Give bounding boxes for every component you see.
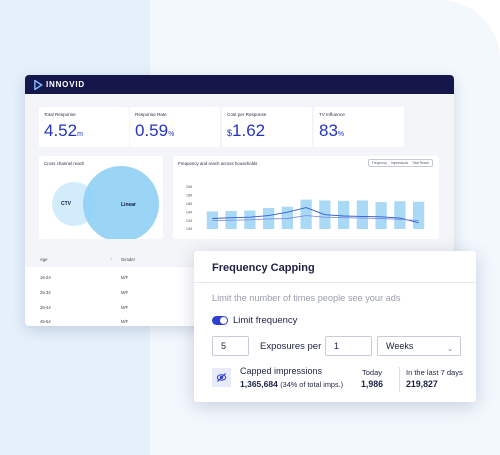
table-cell-gender: M/F — [121, 305, 129, 310]
capped-icon-box — [212, 368, 231, 387]
chevron-down-icon: ⌄ — [447, 346, 453, 353]
kpi-total-response[interactable]: Total Response 4.52m — [39, 107, 129, 147]
frequency-capping-card: Frequency Capping Limit the number of ti… — [194, 251, 476, 402]
frequency-line — [212, 207, 419, 224]
table-cell-age: 18-24 — [40, 275, 51, 280]
impressions-bar — [338, 200, 350, 229]
toggle-knob — [220, 317, 227, 324]
chart-title: Frequency and reach across households — [178, 161, 258, 166]
last-7-days-value: 219,827 — [406, 379, 438, 389]
impressions-bar — [394, 201, 406, 229]
frequency-capping-title: Frequency Capping — [212, 262, 315, 274]
frequency-chart-panel: Frequency and reach across households Fr… — [173, 156, 439, 239]
innovid-logo-icon — [34, 79, 43, 90]
y-tick-label: 10M — [186, 227, 193, 231]
kpi-label: Total Response — [44, 112, 76, 117]
brand-name: INNOVID — [46, 80, 85, 89]
legend-total-reach: Total Reach — [412, 161, 429, 165]
legend-impressions: Impressions — [390, 161, 409, 165]
y-tick-label: 14M — [186, 210, 193, 214]
limit-frequency-label: Limit frequency — [233, 315, 298, 326]
venn-diagram: CTV Linear — [52, 166, 159, 239]
divider — [194, 282, 476, 283]
kpi-label: TV Influence — [319, 112, 345, 117]
kpi-value: 0.59% — [135, 121, 175, 140]
frequency-chart: 20M 18M 16M 14M 12M 10M — [186, 185, 425, 231]
column-header-age: Age — [40, 257, 48, 262]
capped-impressions-value: 1,365,684 (34% of total imps.) — [240, 379, 344, 389]
sort-icon[interactable]: ↕ — [110, 256, 113, 261]
y-tick-label: 12M — [186, 219, 193, 223]
table-cell-gender: M/F — [121, 275, 129, 280]
kpi-response-rate[interactable]: Response Rate 0.59% — [130, 107, 220, 147]
impressions-bar — [375, 202, 387, 229]
venn-panel: Cross channel reach CTV Linear — [39, 156, 163, 239]
y-tick-label: 16M — [186, 202, 193, 206]
venn-ctv-label: CTV — [61, 201, 72, 207]
table-cell-gender: M/F — [121, 319, 129, 324]
impressions-bar — [300, 199, 312, 229]
eye-off-icon — [216, 373, 227, 382]
last-7-days-label: In the last 7 days — [406, 368, 463, 377]
today-value: 1,986 — [361, 379, 384, 389]
total-reach-line — [212, 215, 419, 222]
kpi-value: $1.62 — [227, 121, 266, 140]
venn-linear-circle — [83, 166, 159, 239]
dashboard-header: INNOVID — [25, 75, 454, 94]
period-unit-value: Weeks — [386, 341, 414, 351]
table-cell-age: 45-54 — [40, 319, 51, 324]
table-cell-age: 35-44 — [40, 305, 51, 310]
table-cell-gender: M/F — [121, 290, 129, 295]
y-tick-label: 20M — [186, 185, 193, 189]
venn-linear-label: Linear — [121, 202, 136, 208]
period-unit-select[interactable]: Weeks ⌄ — [377, 336, 461, 356]
y-tick-label: 18M — [186, 194, 193, 198]
impressions-bar — [281, 206, 293, 229]
impressions-bar — [206, 211, 218, 229]
venn-title: Cross channel reach — [44, 161, 85, 166]
today-label: Today — [362, 368, 383, 377]
kpi-cost-per-response[interactable]: Cost per Response $1.62 — [222, 107, 312, 147]
column-header-gender: Gender — [121, 257, 135, 262]
exposures-input[interactable]: 5 — [212, 336, 249, 356]
limit-frequency-toggle[interactable] — [212, 316, 228, 325]
kpi-label: Cost per Response — [227, 112, 267, 117]
legend-frequency: Frequency — [371, 161, 387, 165]
kpi-value: 83% — [319, 121, 345, 140]
impressions-bar — [413, 201, 425, 229]
kpi-value: 4.52m — [44, 121, 83, 140]
period-count-input[interactable]: 1 — [325, 336, 372, 356]
table-cell-age: 25-34 — [40, 290, 51, 295]
exposures-per-label: Exposures per — [260, 341, 322, 352]
impressions-bar — [356, 200, 368, 229]
stat-divider — [399, 367, 400, 392]
chart-legend: Frequency Impressions Total Reach — [367, 159, 433, 167]
kpi-tv-influence[interactable]: TV Influence 83% — [314, 107, 404, 147]
capped-impressions-label: Capped impressions — [240, 366, 323, 376]
frequency-capping-description: Limit the number of times people see you… — [212, 293, 401, 303]
kpi-label: Response Rate — [135, 112, 167, 117]
